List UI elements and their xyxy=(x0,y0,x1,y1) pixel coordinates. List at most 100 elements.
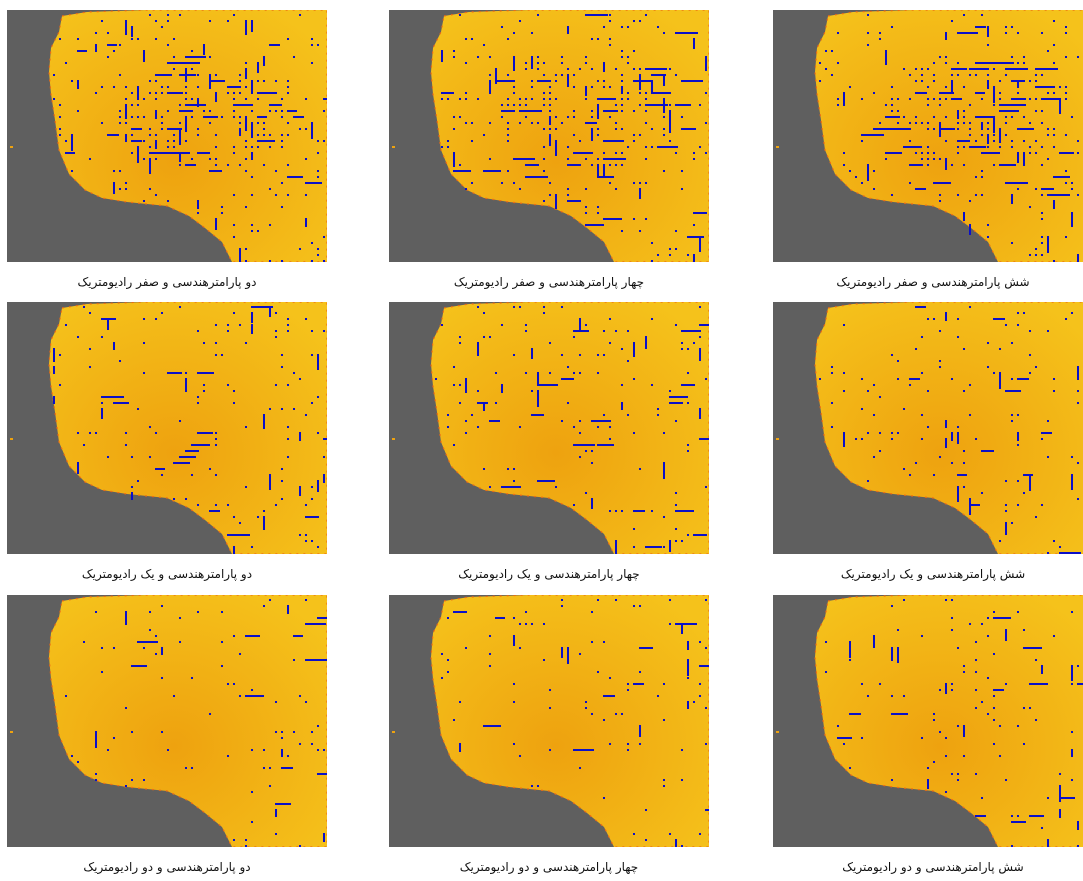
change-pixel xyxy=(549,116,551,125)
change-pixel xyxy=(299,378,301,380)
change-pixel xyxy=(1047,797,1049,799)
change-pixel xyxy=(669,546,671,548)
change-pixel xyxy=(915,462,917,464)
change-pixel xyxy=(669,390,671,392)
change-pixel xyxy=(555,116,557,118)
change-pixel xyxy=(1035,140,1037,142)
change-pixel xyxy=(101,671,103,673)
change-pixel xyxy=(603,330,605,332)
change-pixel xyxy=(155,98,157,100)
change-pixel xyxy=(837,62,839,64)
change-pixel xyxy=(999,372,1001,389)
change-pixel xyxy=(251,689,253,691)
change-pixel xyxy=(933,116,935,118)
change-pixel xyxy=(591,68,593,70)
change-pixel xyxy=(59,354,61,356)
change-pixel xyxy=(675,540,677,542)
change-pixel xyxy=(531,785,533,787)
change-pixel xyxy=(465,432,467,434)
change-pixel xyxy=(447,671,449,673)
change-pixel xyxy=(275,504,277,506)
change-pixel xyxy=(999,134,1001,136)
change-pixel xyxy=(441,146,443,148)
change-pixel xyxy=(1059,809,1061,818)
change-pixel xyxy=(909,128,911,130)
change-pixel xyxy=(867,480,869,482)
change-pixel xyxy=(705,707,707,709)
change-pixel xyxy=(921,372,923,374)
change-pixel xyxy=(323,330,325,332)
change-pixel xyxy=(197,86,199,88)
change-pixel xyxy=(915,152,917,154)
change-pixel xyxy=(287,194,289,196)
change-pixel xyxy=(933,719,935,721)
change-pixel xyxy=(975,659,977,661)
change-pixel xyxy=(951,68,967,70)
change-pixel xyxy=(555,486,557,488)
change-pixel xyxy=(1035,366,1037,368)
change-pixel xyxy=(263,164,265,166)
change-pixel xyxy=(861,134,884,136)
result-panel: دو پارامترهندسی و یک رادیومتریک xyxy=(7,302,327,586)
change-pixel xyxy=(681,540,683,542)
change-pixel xyxy=(675,324,677,326)
change-pixel xyxy=(173,38,175,40)
change-pixel xyxy=(969,134,971,136)
change-pixel xyxy=(275,80,277,82)
change-pixel xyxy=(699,104,701,106)
change-pixel xyxy=(495,80,514,82)
change-pixel xyxy=(987,122,989,124)
change-pixel xyxy=(453,128,455,130)
change-pixel xyxy=(317,749,319,751)
change-pixel xyxy=(1053,260,1055,262)
change-pixel xyxy=(239,695,241,697)
change-pixel xyxy=(245,170,247,172)
change-pixel xyxy=(687,450,689,452)
change-pixel xyxy=(113,342,115,350)
change-pixel xyxy=(981,170,983,172)
change-pixel xyxy=(1005,510,1007,512)
change-pixel xyxy=(543,659,545,661)
change-pixel xyxy=(125,134,127,142)
change-pixel xyxy=(531,62,533,64)
change-pixel xyxy=(819,378,821,380)
change-pixel xyxy=(1053,200,1055,209)
classification-map-image xyxy=(389,10,709,262)
change-pixel xyxy=(107,32,109,34)
change-pixel xyxy=(1035,516,1037,518)
change-pixel xyxy=(71,80,73,82)
change-pixel xyxy=(993,743,995,745)
change-pixel xyxy=(975,438,977,440)
change-pixel xyxy=(1065,182,1067,184)
change-pixel xyxy=(483,134,485,136)
change-pixel xyxy=(53,98,55,100)
change-pixel xyxy=(119,110,121,112)
change-pixel xyxy=(1053,146,1055,148)
change-pixel xyxy=(567,146,569,148)
change-pixel xyxy=(287,134,289,136)
change-pixel xyxy=(1077,152,1079,154)
change-pixel xyxy=(495,617,505,619)
change-pixel xyxy=(963,146,965,148)
change-pixel xyxy=(543,98,545,100)
change-pixel xyxy=(963,450,965,452)
change-pixel xyxy=(251,176,253,178)
change-pixel xyxy=(137,408,139,410)
change-pixel xyxy=(1023,140,1025,142)
change-pixel xyxy=(1011,68,1013,70)
change-pixel xyxy=(513,306,515,308)
change-pixel xyxy=(645,218,647,220)
change-pixel xyxy=(969,306,971,308)
land-area xyxy=(430,595,709,847)
change-pixel xyxy=(591,86,593,88)
change-pixel xyxy=(543,170,545,172)
change-pixel xyxy=(275,170,277,172)
change-pixel xyxy=(963,116,965,118)
change-pixel xyxy=(1017,438,1019,440)
change-pixel xyxy=(299,14,301,16)
change-pixel xyxy=(125,116,127,118)
change-pixel xyxy=(131,492,133,500)
change-pixel xyxy=(603,62,605,72)
change-pixel xyxy=(645,104,668,106)
change-pixel xyxy=(957,146,959,148)
